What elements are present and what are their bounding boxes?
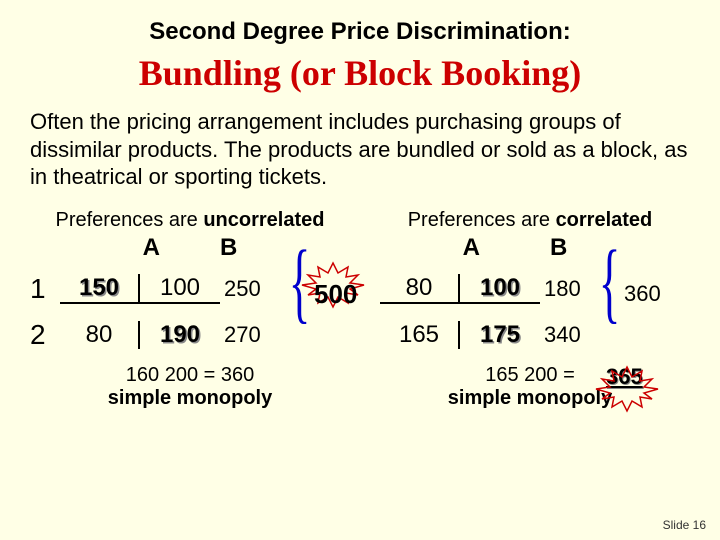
left-r1sum: 250 <box>220 276 270 302</box>
right-pref-prefix: Preferences are <box>408 209 556 231</box>
left-row2-label: 2 <box>30 319 60 351</box>
right-grid: 80 100 180 165 175 340 <box>380 266 690 358</box>
right-table-block: Preferences are correlated A B 80 100 18… <box>370 209 690 410</box>
heading-2: Bundling (or Block Booking) <box>30 52 690 94</box>
body-paragraph: Often the pricing arrangement includes p… <box>30 108 690 191</box>
tables-container: Preferences are uncorrelated A B 1 150 1… <box>30 209 690 410</box>
left-bottom: 160 200 = 360 simple monopoly <box>30 364 350 410</box>
brace-icon: { <box>599 247 621 319</box>
right-col-b: B <box>550 234 567 262</box>
slide-number: Slide 16 <box>663 518 706 532</box>
left-bottom-nums: 160 200 = 360 <box>126 364 254 386</box>
left-r2b: 190 <box>140 321 220 349</box>
right-r2b: 175 <box>460 321 540 349</box>
left-row1-label: 1 <box>30 273 60 305</box>
left-r2sum: 270 <box>220 322 270 348</box>
right-r1b: 100 <box>460 274 540 304</box>
left-col-a: A <box>143 234 160 262</box>
left-r2a: 80 <box>60 321 140 349</box>
left-table-block: Preferences are uncorrelated A B 1 150 1… <box>30 209 350 410</box>
right-r2a: 165 <box>380 321 460 349</box>
left-pref-prefix: Preferences are <box>55 209 203 231</box>
left-col-b: B <box>220 234 237 262</box>
left-r1a: 150 <box>60 274 140 304</box>
right-total: 360 <box>624 281 661 307</box>
starburst-icon <box>590 365 664 413</box>
heading-1: Second Degree Price Discrimination: <box>30 18 690 46</box>
right-bottom-nums: 165 200 = <box>485 364 575 386</box>
right-bottom-label: simple monopoly <box>448 387 612 409</box>
right-r2sum: 340 <box>540 322 590 348</box>
left-pref-label: Preferences are uncorrelated <box>30 209 350 232</box>
right-r1sum: 180 <box>540 276 590 302</box>
right-pref-word: correlated <box>556 209 653 231</box>
right-r1a: 80 <box>380 274 460 304</box>
left-total: 500 <box>314 279 357 310</box>
right-pref-label: Preferences are correlated <box>370 209 690 232</box>
right-col-a: A <box>463 234 480 262</box>
left-bottom-label: simple monopoly <box>108 387 272 409</box>
right-col-headers: A B <box>340 234 690 262</box>
left-pref-word: uncorrelated <box>203 209 324 231</box>
left-r1b: 100 <box>140 274 220 304</box>
